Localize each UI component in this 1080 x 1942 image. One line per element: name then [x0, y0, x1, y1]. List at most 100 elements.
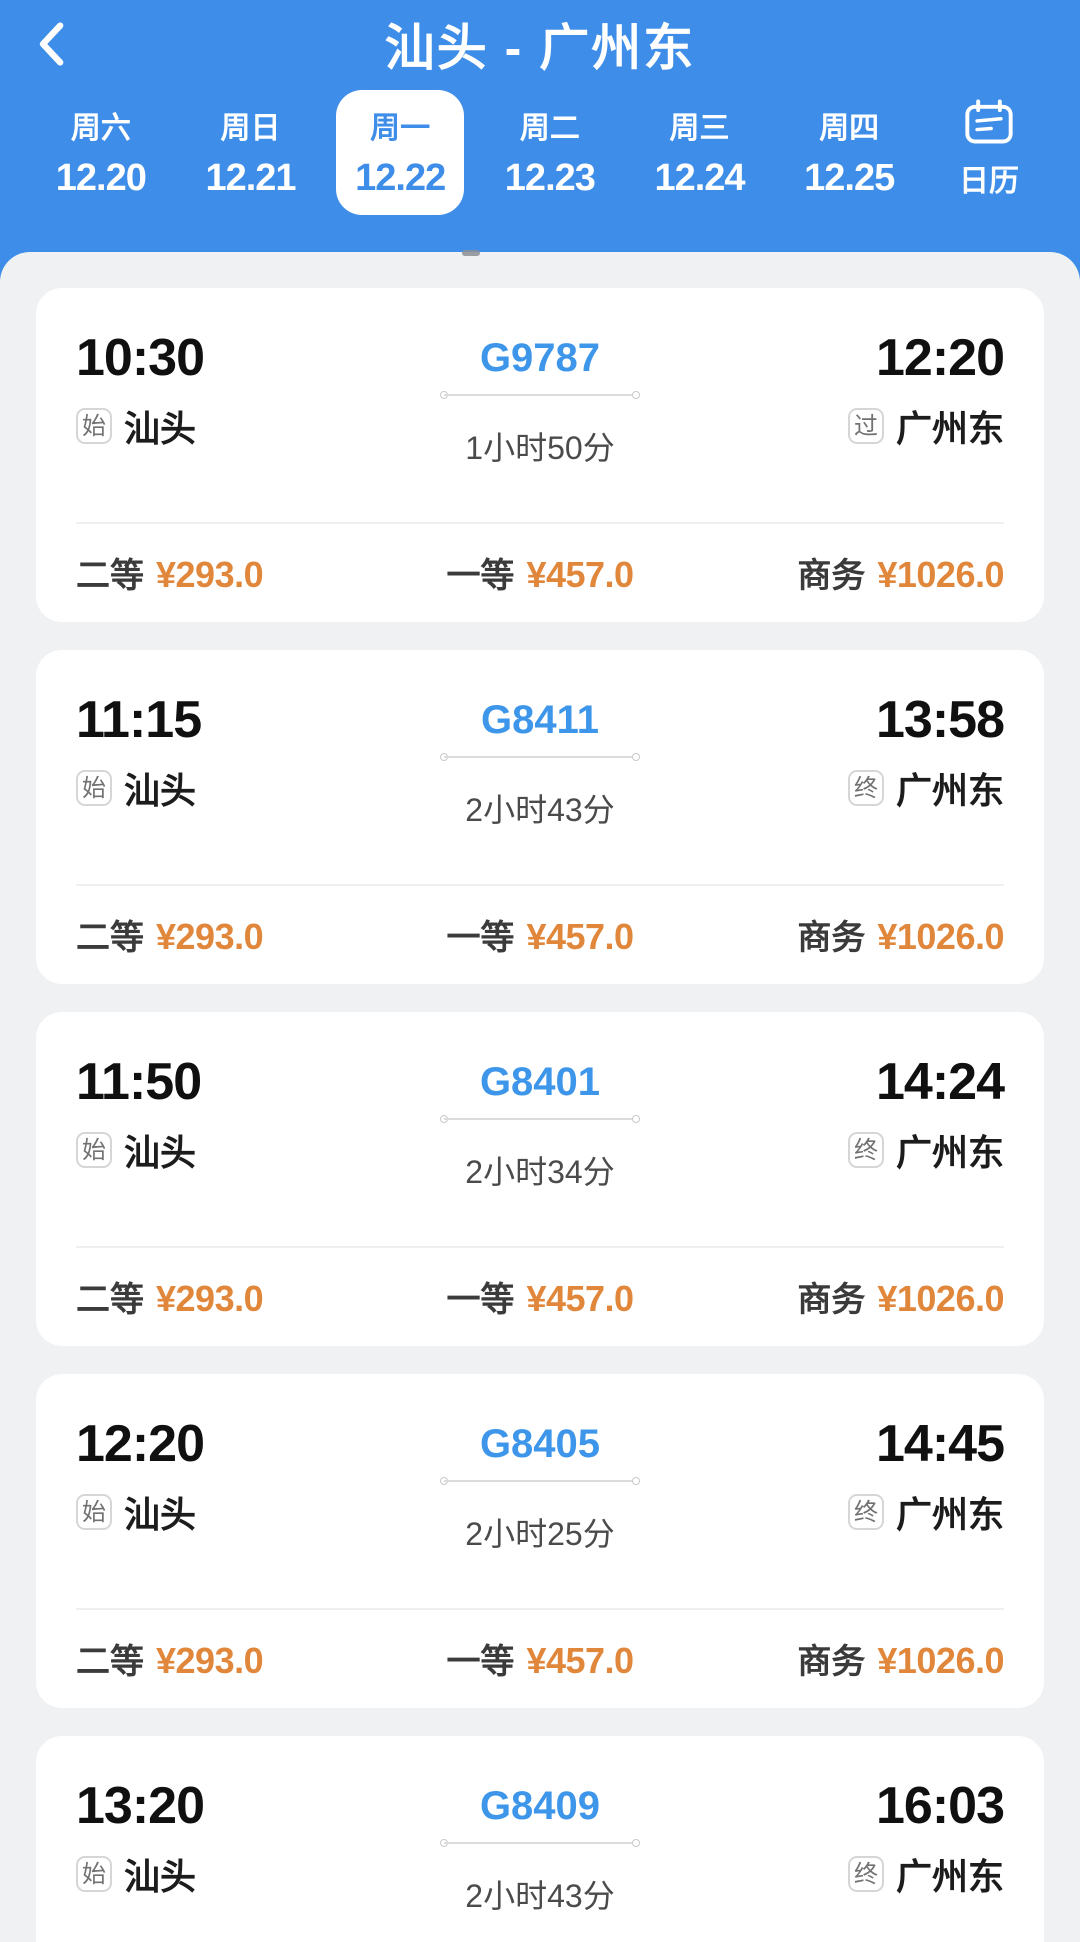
title-bar: 汕头 - 广州东 [0, 0, 1080, 76]
weekday-label: 周二 [519, 112, 580, 145]
departure-time: 11:15 [76, 691, 202, 749]
arrival-time: 16:03 [876, 1777, 1005, 1835]
price-label: 二等 [76, 919, 144, 957]
train-number[interactable]: G8405 [479, 1422, 601, 1466]
price-value: ¥1026.0 [877, 1278, 1004, 1319]
price-value: ¥1026.0 [877, 916, 1004, 957]
weekday-label: 周四 [819, 112, 880, 145]
arrival-station: 广州东 [895, 1132, 1004, 1173]
timeline-end-dot [632, 391, 640, 399]
card-divider [76, 1608, 1004, 1610]
train-card-G8411[interactable]: 11:15 始 汕头 G8411 2小时43分 13: [36, 650, 1044, 984]
train-card-G8405[interactable]: 12:20 始 汕头 G8405 2小时25分 14: [36, 1374, 1044, 1708]
trip-duration: 2小时34分 [465, 1154, 615, 1190]
price-value: ¥457.0 [526, 916, 634, 957]
price-label: 一等 [446, 919, 515, 957]
date-tab-12-23[interactable]: 周二 12.23 [475, 90, 625, 215]
price-business-class: 商务 ¥1026.0 [797, 548, 1004, 597]
price-label: 二等 [76, 1281, 144, 1319]
date-label: 12.23 [504, 157, 596, 199]
price-label: 二等 [76, 557, 144, 595]
price-row: 二等 ¥293.0 一等 ¥457.0 商务 ¥1026.0 [76, 548, 1004, 595]
origin-badge: 始 [76, 1494, 112, 1530]
price-value: ¥1026.0 [877, 1640, 1004, 1681]
arrival-time: 14:24 [876, 1053, 1005, 1111]
trip-duration: 1小时50分 [465, 430, 615, 466]
trip-duration: 2小时43分 [465, 792, 615, 828]
price-second-class: 二等 ¥293.0 [76, 1634, 264, 1683]
arrival-station: 广州东 [895, 408, 1004, 449]
departure-station: 汕头 [124, 1494, 197, 1535]
departure-time: 13:20 [76, 1777, 205, 1835]
origin-badge: 始 [76, 408, 112, 444]
arrival-time: 14:45 [876, 1415, 1005, 1473]
departure-station: 汕头 [124, 1132, 197, 1173]
trip-duration: 2小时43分 [465, 1878, 615, 1914]
price-value: ¥293.0 [156, 554, 264, 595]
price-first-class: 一等 ¥457.0 [446, 548, 634, 597]
price-value: ¥457.0 [526, 1278, 634, 1319]
date-tab-12-22-selected[interactable]: 周一 12.22 [325, 90, 475, 215]
departure-station: 汕头 [124, 770, 197, 811]
back-button[interactable] [36, 19, 86, 69]
timeline-end-dot [632, 1839, 640, 1847]
calendar-label: 日历 [959, 165, 1020, 198]
train-number[interactable]: G8409 [479, 1784, 601, 1828]
timeline-line [444, 394, 636, 396]
date-tab-12-21[interactable]: 周日 12.21 [176, 90, 326, 215]
price-row: 二等 ¥293.0 一等 ¥457.0 商务 ¥1026.0 [76, 1272, 1004, 1319]
date-label: 12.21 [205, 157, 296, 199]
price-label: 商务 [797, 919, 866, 957]
origin-badge: 始 [76, 770, 112, 806]
card-divider [76, 522, 1004, 524]
train-number[interactable]: G8411 [481, 698, 599, 742]
date-tab-12-20[interactable]: 周六 12.20 [26, 90, 176, 215]
calendar-button[interactable]: 日历 [924, 90, 1054, 200]
price-value: ¥293.0 [156, 916, 264, 957]
price-value: ¥1026.0 [877, 554, 1004, 595]
train-number[interactable]: G8401 [479, 1060, 601, 1104]
price-label: 一等 [446, 557, 515, 595]
card-divider [76, 1246, 1004, 1248]
route-timeline [440, 390, 640, 400]
weekday-label: 周一 [370, 112, 431, 145]
price-label: 商务 [797, 1281, 866, 1319]
route-timeline [440, 752, 640, 762]
date-label: 12.22 [355, 157, 446, 199]
date-label: 12.20 [55, 157, 147, 199]
train-card-G9787[interactable]: 10:30 始 汕头 G9787 1小时50分 12: [36, 288, 1044, 622]
price-second-class: 二等 ¥293.0 [76, 548, 264, 597]
departure-time: 10:30 [76, 329, 205, 387]
weekday-label: 周六 [70, 112, 131, 145]
price-value: ¥293.0 [156, 1278, 264, 1319]
calendar-icon [965, 99, 1013, 144]
departure-station: 汕头 [124, 1856, 197, 1897]
date-tab-12-24[interactable]: 周三 12.24 [625, 90, 775, 215]
price-label: 商务 [797, 557, 866, 595]
arrival-station: 广州东 [895, 1856, 1004, 1897]
date-tab-12-25[interactable]: 周四 12.25 [774, 90, 924, 215]
price-label: 二等 [76, 1643, 144, 1681]
arrival-time: 13:58 [876, 691, 1005, 749]
price-first-class: 一等 ¥457.0 [446, 1272, 634, 1321]
terminus-badge: 终 [847, 1132, 884, 1168]
price-first-class: 一等 ¥457.0 [446, 1634, 634, 1683]
arrival-station: 广州东 [895, 1494, 1004, 1535]
terminus-badge: 终 [847, 1856, 884, 1892]
train-card-G8409[interactable]: 13:20 始 汕头 G8409 2小时43分 16: [36, 1736, 1044, 1942]
route-timeline [440, 1114, 640, 1124]
price-business-class: 商务 ¥1026.0 [797, 1272, 1004, 1321]
price-value: ¥457.0 [526, 554, 634, 595]
weekday-label: 周三 [669, 112, 730, 145]
price-value: ¥293.0 [156, 1640, 264, 1681]
train-number[interactable]: G9787 [479, 336, 601, 380]
price-label: 一等 [446, 1643, 515, 1681]
card-divider [76, 884, 1004, 886]
arrival-time: 12:20 [876, 329, 1005, 387]
timeline-line [444, 1118, 636, 1120]
pass-badge: 过 [847, 408, 884, 444]
departure-station: 汕头 [124, 408, 197, 449]
train-card-G8401[interactable]: 11:50 始 汕头 G8401 2小时34分 14: [36, 1012, 1044, 1346]
price-business-class: 商务 ¥1026.0 [797, 910, 1004, 959]
timeline-line [444, 756, 636, 758]
